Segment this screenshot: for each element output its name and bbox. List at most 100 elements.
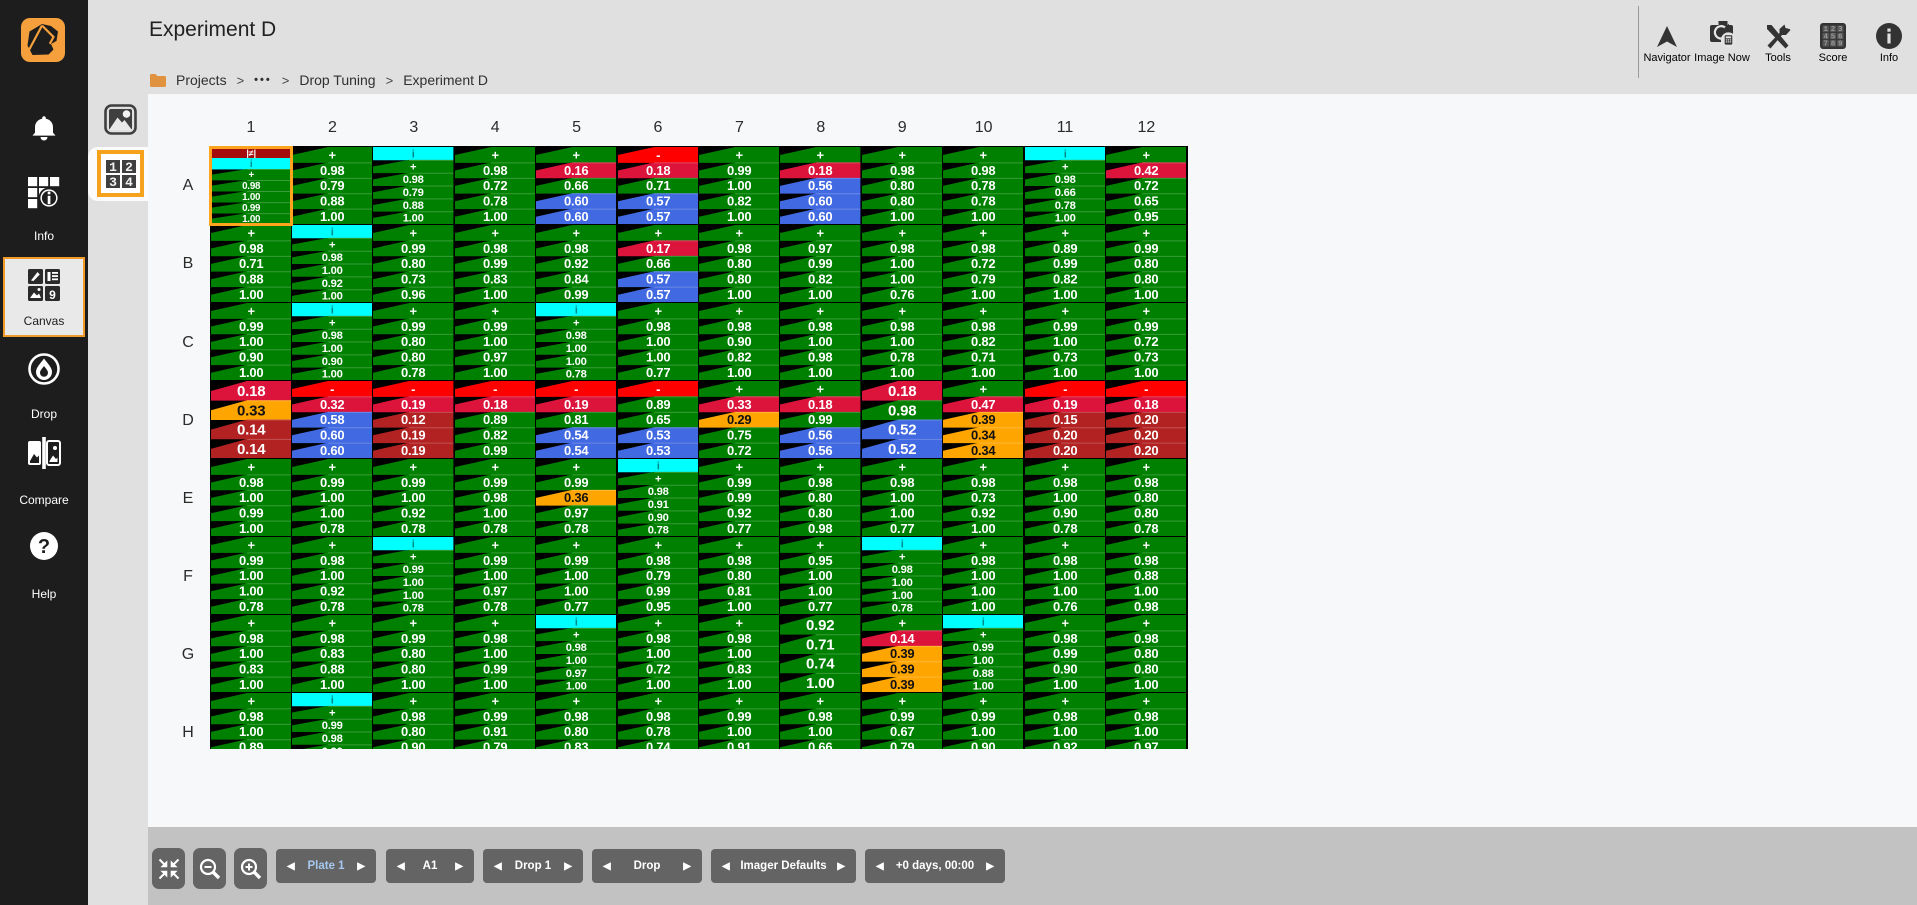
svg-text:0.98: 0.98 xyxy=(808,475,832,490)
svg-text:0.92: 0.92 xyxy=(564,256,588,271)
svg-text:1.00: 1.00 xyxy=(808,725,832,740)
svg-text:+: + xyxy=(898,616,906,631)
svg-text:+: + xyxy=(735,381,743,396)
svg-text:0.99: 0.99 xyxy=(973,643,994,655)
svg-text:+: + xyxy=(980,147,988,162)
svg-text:0.80: 0.80 xyxy=(564,725,588,740)
svg-text:1.00: 1.00 xyxy=(890,334,914,349)
svg-text:+: + xyxy=(491,616,499,631)
svg-text:+: + xyxy=(735,538,743,553)
svg-text:1.00: 1.00 xyxy=(727,599,751,614)
svg-text:0.56: 0.56 xyxy=(808,178,832,193)
svg-text:0.88: 0.88 xyxy=(403,200,424,212)
svg-text:0.33: 0.33 xyxy=(237,402,265,419)
svg-text:0.99: 0.99 xyxy=(727,163,751,178)
svg-text:0.60: 0.60 xyxy=(808,193,832,208)
svg-text:0.72: 0.72 xyxy=(645,662,669,677)
svg-text:+: + xyxy=(654,225,662,240)
svg-text:+: + xyxy=(1142,694,1150,709)
svg-text:1.00: 1.00 xyxy=(971,287,995,302)
svg-text:0.83: 0.83 xyxy=(238,662,262,677)
svg-text:1.00: 1.00 xyxy=(727,209,751,224)
svg-text:0.98: 0.98 xyxy=(727,631,751,646)
svg-text:0.12: 0.12 xyxy=(401,412,425,427)
svg-text:0.99: 0.99 xyxy=(401,319,425,334)
svg-text:1.00: 1.00 xyxy=(322,265,343,277)
svg-text:|≠|: |≠| xyxy=(246,148,256,158)
svg-text:0.72: 0.72 xyxy=(483,178,507,193)
svg-text:0.42: 0.42 xyxy=(1134,163,1158,178)
svg-text:0.72: 0.72 xyxy=(727,443,751,458)
svg-text:0.98: 0.98 xyxy=(727,553,751,568)
svg-text:0.98: 0.98 xyxy=(242,181,261,192)
svg-text:+: + xyxy=(573,147,581,162)
svg-text:1.00: 1.00 xyxy=(645,647,669,662)
svg-text:0.47: 0.47 xyxy=(971,397,995,412)
svg-text:1.00: 1.00 xyxy=(971,209,995,224)
svg-text:0.80: 0.80 xyxy=(401,725,425,740)
svg-text:0.88: 0.88 xyxy=(320,193,344,208)
svg-text:0.66: 0.66 xyxy=(645,256,669,271)
svg-text:1.00: 1.00 xyxy=(1052,677,1076,692)
svg-text:+: + xyxy=(573,317,580,329)
svg-text:i: i xyxy=(656,461,659,473)
svg-text:0.20: 0.20 xyxy=(1052,428,1076,443)
svg-text:0.99: 0.99 xyxy=(483,709,507,724)
svg-text:1.00: 1.00 xyxy=(808,569,832,584)
svg-text:0.80: 0.80 xyxy=(1134,490,1158,505)
svg-text:0.98: 0.98 xyxy=(238,475,262,490)
svg-text:1.00: 1.00 xyxy=(1052,365,1076,380)
svg-text:0.33: 0.33 xyxy=(727,397,751,412)
svg-text:0.77: 0.77 xyxy=(645,365,669,380)
svg-text:0.78: 0.78 xyxy=(645,725,669,740)
svg-text:0.99: 0.99 xyxy=(1052,256,1076,271)
svg-text:+: + xyxy=(735,694,743,709)
svg-text:+: + xyxy=(410,694,418,709)
svg-text:+: + xyxy=(247,616,255,631)
svg-text:+: + xyxy=(328,460,336,475)
svg-text:0.98: 0.98 xyxy=(891,564,912,576)
svg-text:1.00: 1.00 xyxy=(320,569,344,584)
svg-text:1.00: 1.00 xyxy=(238,334,262,349)
svg-text:i: i xyxy=(575,617,578,629)
svg-text:1.00: 1.00 xyxy=(238,584,262,599)
svg-text:0.60: 0.60 xyxy=(808,209,832,224)
svg-text:0.98: 0.98 xyxy=(1054,174,1075,186)
svg-text:0.98: 0.98 xyxy=(808,709,832,724)
svg-text:+: + xyxy=(735,147,743,162)
svg-text:0.14: 0.14 xyxy=(237,441,266,458)
svg-text:0.97: 0.97 xyxy=(566,668,587,680)
svg-text:1.00: 1.00 xyxy=(1052,725,1076,740)
svg-text:0.89: 0.89 xyxy=(645,397,669,412)
svg-text:0.82: 0.82 xyxy=(1052,272,1076,287)
svg-text:0.34: 0.34 xyxy=(971,443,996,458)
svg-text:0.97: 0.97 xyxy=(483,584,507,599)
svg-text:+: + xyxy=(573,225,581,240)
svg-text:+: + xyxy=(491,225,499,240)
svg-text:1.00: 1.00 xyxy=(1052,287,1076,302)
svg-text:1.00: 1.00 xyxy=(645,334,669,349)
svg-text:0.80: 0.80 xyxy=(401,350,425,365)
svg-text:0.78: 0.78 xyxy=(890,350,914,365)
svg-text:0.92: 0.92 xyxy=(971,506,995,521)
svg-text:0.19: 0.19 xyxy=(401,428,425,443)
svg-text:0.82: 0.82 xyxy=(727,350,751,365)
svg-text:0.90: 0.90 xyxy=(322,356,343,368)
svg-text:0.90: 0.90 xyxy=(727,334,751,349)
svg-text:0.98: 0.98 xyxy=(971,163,995,178)
svg-text:+: + xyxy=(573,538,581,553)
svg-text:1.00: 1.00 xyxy=(483,365,507,380)
svg-text:1.00: 1.00 xyxy=(238,725,262,740)
svg-text:1.00: 1.00 xyxy=(1052,490,1076,505)
svg-text:1.00: 1.00 xyxy=(890,256,914,271)
svg-text:1.00: 1.00 xyxy=(1054,212,1075,223)
svg-text:1.00: 1.00 xyxy=(890,209,914,224)
svg-text:3: 3 xyxy=(109,175,117,189)
svg-text:0.19: 0.19 xyxy=(401,443,425,458)
svg-text:1.00: 1.00 xyxy=(238,677,262,692)
svg-text:0.79: 0.79 xyxy=(971,272,995,287)
svg-text:1.00: 1.00 xyxy=(401,677,425,692)
svg-text:0.98: 0.98 xyxy=(645,319,669,334)
svg-text:0.99: 0.99 xyxy=(564,287,588,302)
svg-text:i: i xyxy=(412,148,415,160)
